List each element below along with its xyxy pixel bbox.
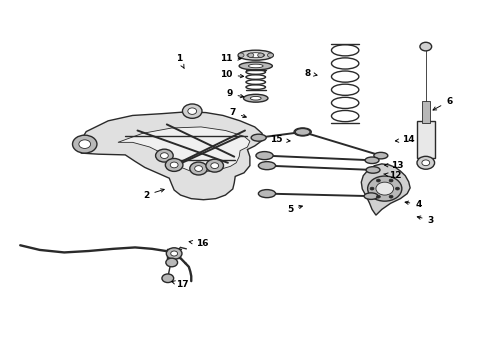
Circle shape xyxy=(258,53,264,57)
Ellipse shape xyxy=(247,53,265,58)
Circle shape xyxy=(195,166,202,171)
Circle shape xyxy=(190,162,207,175)
Circle shape xyxy=(268,53,273,57)
Circle shape xyxy=(165,158,183,171)
Ellipse shape xyxy=(239,62,272,70)
Ellipse shape xyxy=(258,190,275,198)
Ellipse shape xyxy=(364,193,378,199)
Circle shape xyxy=(182,104,202,118)
Circle shape xyxy=(376,195,380,198)
Polygon shape xyxy=(422,101,430,123)
Ellipse shape xyxy=(246,75,266,79)
Text: 10: 10 xyxy=(220,71,244,80)
Circle shape xyxy=(162,274,173,283)
Circle shape xyxy=(376,179,380,182)
Ellipse shape xyxy=(238,50,273,60)
Text: 8: 8 xyxy=(304,69,317,78)
Ellipse shape xyxy=(256,152,273,159)
Polygon shape xyxy=(76,112,262,200)
Circle shape xyxy=(368,176,402,201)
Ellipse shape xyxy=(374,152,388,159)
Circle shape xyxy=(170,162,178,168)
Text: 2: 2 xyxy=(143,189,164,199)
Circle shape xyxy=(238,53,244,57)
Text: 6: 6 xyxy=(433,96,452,110)
Circle shape xyxy=(248,53,254,57)
Circle shape xyxy=(422,160,430,166)
Ellipse shape xyxy=(244,94,268,102)
Text: 11: 11 xyxy=(220,54,241,63)
Circle shape xyxy=(171,251,177,256)
Text: 15: 15 xyxy=(270,135,290,144)
Circle shape xyxy=(420,42,432,51)
Ellipse shape xyxy=(246,80,266,84)
Ellipse shape xyxy=(365,157,379,163)
Circle shape xyxy=(206,159,223,172)
Text: 3: 3 xyxy=(417,216,434,225)
Ellipse shape xyxy=(251,134,266,141)
Circle shape xyxy=(211,163,219,168)
Polygon shape xyxy=(118,127,250,172)
Ellipse shape xyxy=(331,71,359,82)
Ellipse shape xyxy=(295,129,310,135)
Text: 5: 5 xyxy=(287,205,302,214)
Circle shape xyxy=(370,187,374,190)
Ellipse shape xyxy=(331,45,359,56)
Circle shape xyxy=(376,182,393,195)
Circle shape xyxy=(79,140,91,148)
Ellipse shape xyxy=(331,58,359,69)
Text: 16: 16 xyxy=(189,239,208,248)
Circle shape xyxy=(389,179,393,182)
Ellipse shape xyxy=(246,70,266,74)
Text: 7: 7 xyxy=(230,108,246,118)
Circle shape xyxy=(160,153,168,158)
Text: 14: 14 xyxy=(395,135,415,144)
Circle shape xyxy=(188,108,196,114)
Text: 12: 12 xyxy=(384,171,402,180)
Text: 1: 1 xyxy=(176,54,184,68)
Ellipse shape xyxy=(331,84,359,95)
Ellipse shape xyxy=(331,97,359,108)
Ellipse shape xyxy=(258,162,275,170)
Polygon shape xyxy=(361,164,410,215)
Text: 17: 17 xyxy=(172,280,189,289)
Text: 9: 9 xyxy=(226,89,244,98)
Ellipse shape xyxy=(331,111,359,122)
Polygon shape xyxy=(417,121,435,158)
Circle shape xyxy=(166,248,182,259)
Text: 4: 4 xyxy=(405,200,421,209)
Ellipse shape xyxy=(248,64,263,68)
Circle shape xyxy=(73,135,97,153)
Circle shape xyxy=(395,187,399,190)
Circle shape xyxy=(389,195,393,198)
Ellipse shape xyxy=(246,85,266,89)
Circle shape xyxy=(156,149,173,162)
Text: 13: 13 xyxy=(385,161,404,170)
Ellipse shape xyxy=(366,167,380,173)
Ellipse shape xyxy=(294,128,311,136)
Circle shape xyxy=(166,258,177,267)
Ellipse shape xyxy=(250,96,261,100)
Circle shape xyxy=(417,156,435,169)
